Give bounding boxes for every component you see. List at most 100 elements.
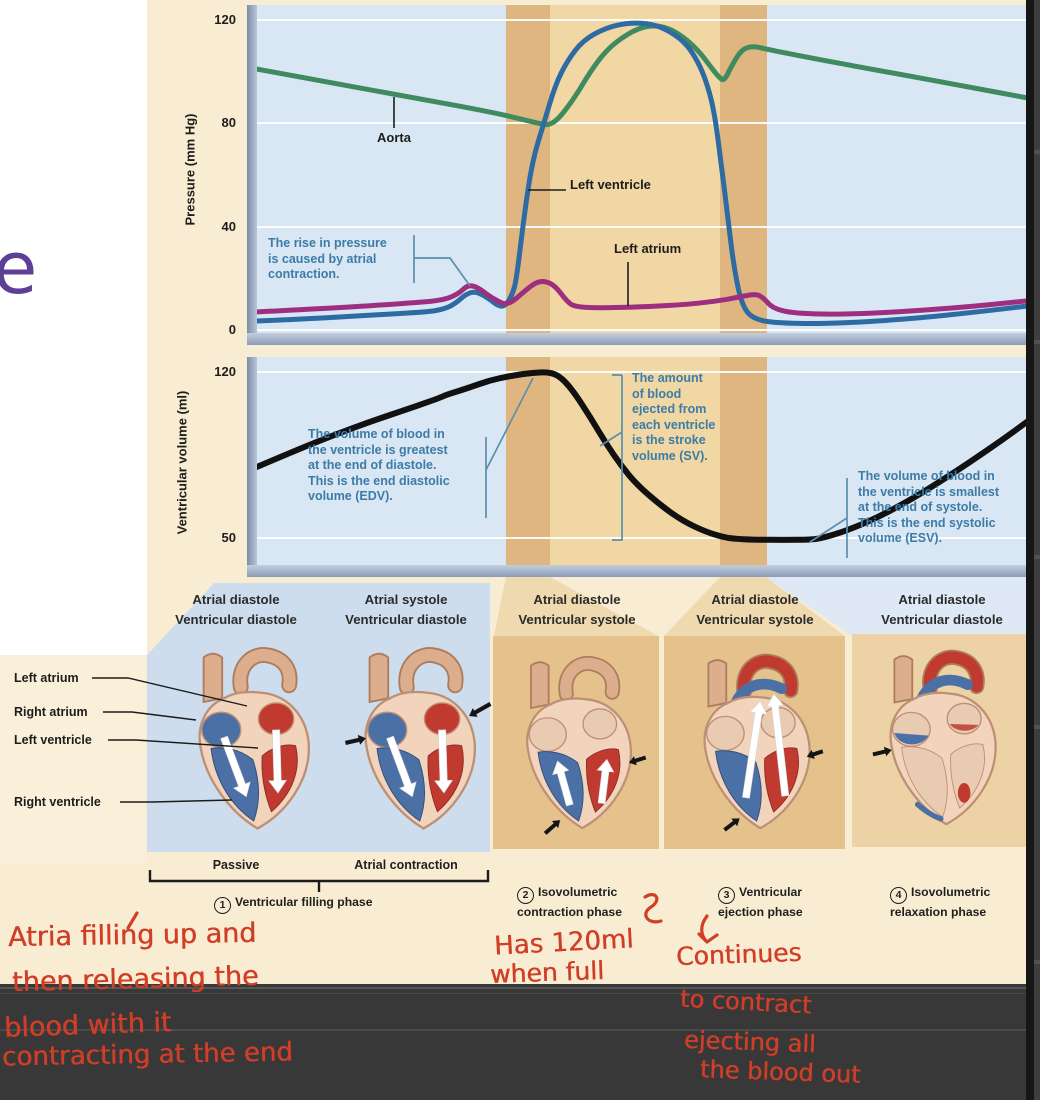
phase-band-dark (506, 357, 550, 565)
panel-header-line1: Atrial systole (364, 592, 448, 607)
note-line: ejected from (632, 402, 707, 416)
left-atrium-curve-label: Left atrium (614, 241, 682, 256)
panel-header-line2: Ventricular diastole (881, 612, 1003, 627)
pressure-tick-label: 80 (221, 115, 236, 130)
heart-illustration (703, 653, 824, 832)
panel-header: Atrial diastole Ventricular systole (660, 590, 850, 630)
heart-label-card (0, 655, 146, 865)
phase-band-light (550, 5, 720, 333)
left-atrium-curve (257, 278, 1032, 317)
phase-2-label: 2 Isovolumetric contraction phase (517, 884, 622, 921)
page-left-margin (0, 0, 147, 655)
panel-header-line2: Ventricular systole (696, 612, 814, 627)
phase-4-label: 4 Isovolumetric relaxation phase (890, 884, 990, 921)
edv-note: The volume of blood in the ventricle is g… (308, 427, 503, 505)
phase-1-bracket (148, 870, 490, 892)
note-line: the ventricle is smallest (858, 484, 1000, 499)
panel-header: Atrial diastole Ventricular diastole (141, 590, 331, 630)
note-line: at the end of diastole. (308, 458, 437, 472)
phase-band-light (550, 357, 720, 565)
handwritten-annotation: then releasing the (11, 960, 259, 999)
heart-panel (678, 648, 830, 842)
phase-label-line: 4 Isovolumetric (890, 884, 990, 904)
phase-band-dark (720, 357, 767, 565)
phase-1-label: 1 Ventricular filling phase (214, 894, 372, 914)
note-line: at the end of systole. (858, 500, 983, 514)
pressure-gridline (257, 19, 1032, 21)
handwritten-annotation: Atria filling up and (7, 917, 257, 954)
phase-number-badge: 4 (890, 887, 907, 904)
note-line: The amount (632, 371, 703, 385)
volume-x-axis (247, 565, 1032, 577)
pressure-curves (257, 20, 1032, 326)
panel-header-line2: Ventricular diastole (345, 612, 467, 627)
note-line: The volume of blood in (858, 469, 995, 483)
phase-band-dark (720, 5, 767, 333)
heart-structure-label: Left atrium (14, 671, 79, 685)
right-edge-scrollbar[interactable] (1034, 0, 1040, 1100)
volume-chart-plot (257, 357, 1032, 565)
aorta-curve (257, 23, 1032, 128)
note-line: contraction. (268, 267, 340, 281)
note-line: This is the end diastolic (308, 473, 450, 488)
phase-3-label: 3 Ventricular ejection phase (718, 884, 803, 921)
pressure-chart-plot (257, 5, 1032, 333)
pressure-gridline (257, 122, 1032, 125)
heart-panel (864, 644, 1016, 838)
panel-sub-label: Atrial contraction (354, 858, 458, 872)
heart-illustration (198, 647, 310, 830)
pressure-y-axis (247, 5, 257, 345)
volume-tick-label: 120 (214, 364, 236, 379)
page-divider-line (0, 987, 1040, 989)
note-line: This is the end systolic (858, 515, 996, 530)
phase-number-badge: 2 (517, 887, 534, 904)
note-line: is caused by atrial (268, 251, 377, 266)
note-line: volume (SV). (632, 448, 708, 463)
note-line: The rise in pressure (268, 236, 387, 250)
note-line: The volume of blood in (308, 427, 445, 441)
aorta-curve-label: Aorta (377, 130, 411, 145)
phase-label-line: contraction phase (517, 905, 622, 919)
pressure-tick-label: 0 (228, 322, 236, 337)
pressure-gridline (257, 329, 1032, 331)
pressure-tick-label: 40 (221, 219, 236, 234)
handwritten-annotation: blood with it (3, 1007, 172, 1044)
atrial-contraction-note: The rise in pressure is caused by atrial c… (268, 236, 418, 283)
note-line: volume (EDV). (308, 489, 393, 503)
handwritten-annotation: Has 120ml (493, 924, 635, 962)
heart-panel (338, 642, 496, 842)
phase-label-line: 3 Ventricular (718, 884, 803, 904)
handwritten-annotation: Continues (675, 937, 802, 972)
panel-header-line1: Atrial diastole (192, 592, 280, 607)
phase-label-line: ejection phase (718, 905, 803, 919)
heart-structure-label: Left ventricle (14, 733, 92, 747)
down-arrow-mark (697, 914, 719, 944)
phase-number-badge: 1 (214, 897, 231, 914)
window-edge-divider (1026, 0, 1034, 1100)
esv-pointer (809, 478, 848, 558)
left-ventricle-curve-label: Left ventricle (570, 177, 651, 192)
page-bottom-dark-area (0, 984, 1040, 1100)
pressure-axis-label: Pressure (mm Hg) (182, 113, 198, 226)
volume-curve (257, 369, 1032, 558)
sv-bracket (599, 374, 623, 541)
note-line: is the stroke (632, 433, 706, 447)
handwritten-annotation: contracting at the end (1, 1037, 294, 1073)
panel-header-line1: Atrial diastole (533, 592, 621, 607)
page-divider-line (0, 1029, 1040, 1031)
volume-y-axis (247, 357, 257, 577)
pressure-x-axis (247, 333, 1032, 345)
phase-label-line: 2 Isovolumetric (517, 884, 622, 904)
panel-header: Atrial systole Ventricular diastole (311, 590, 501, 630)
note-line: the ventricle is greatest (308, 442, 448, 457)
volume-tick-label: 50 (221, 530, 236, 545)
note-line: each ventricle (632, 417, 716, 432)
phase-label-line: relaxation phase (890, 905, 987, 919)
heart-structure-label: Right ventricle (14, 795, 101, 809)
panel-header-line2: Ventricular systole (518, 612, 636, 627)
esv-note: The volume of blood in the ventricle is s… (858, 469, 1040, 547)
handwritten-annotation: ejecting all (683, 1025, 817, 1059)
heart-panel (501, 650, 651, 842)
edv-pointer (485, 377, 534, 518)
page-divider-line (0, 993, 1040, 994)
